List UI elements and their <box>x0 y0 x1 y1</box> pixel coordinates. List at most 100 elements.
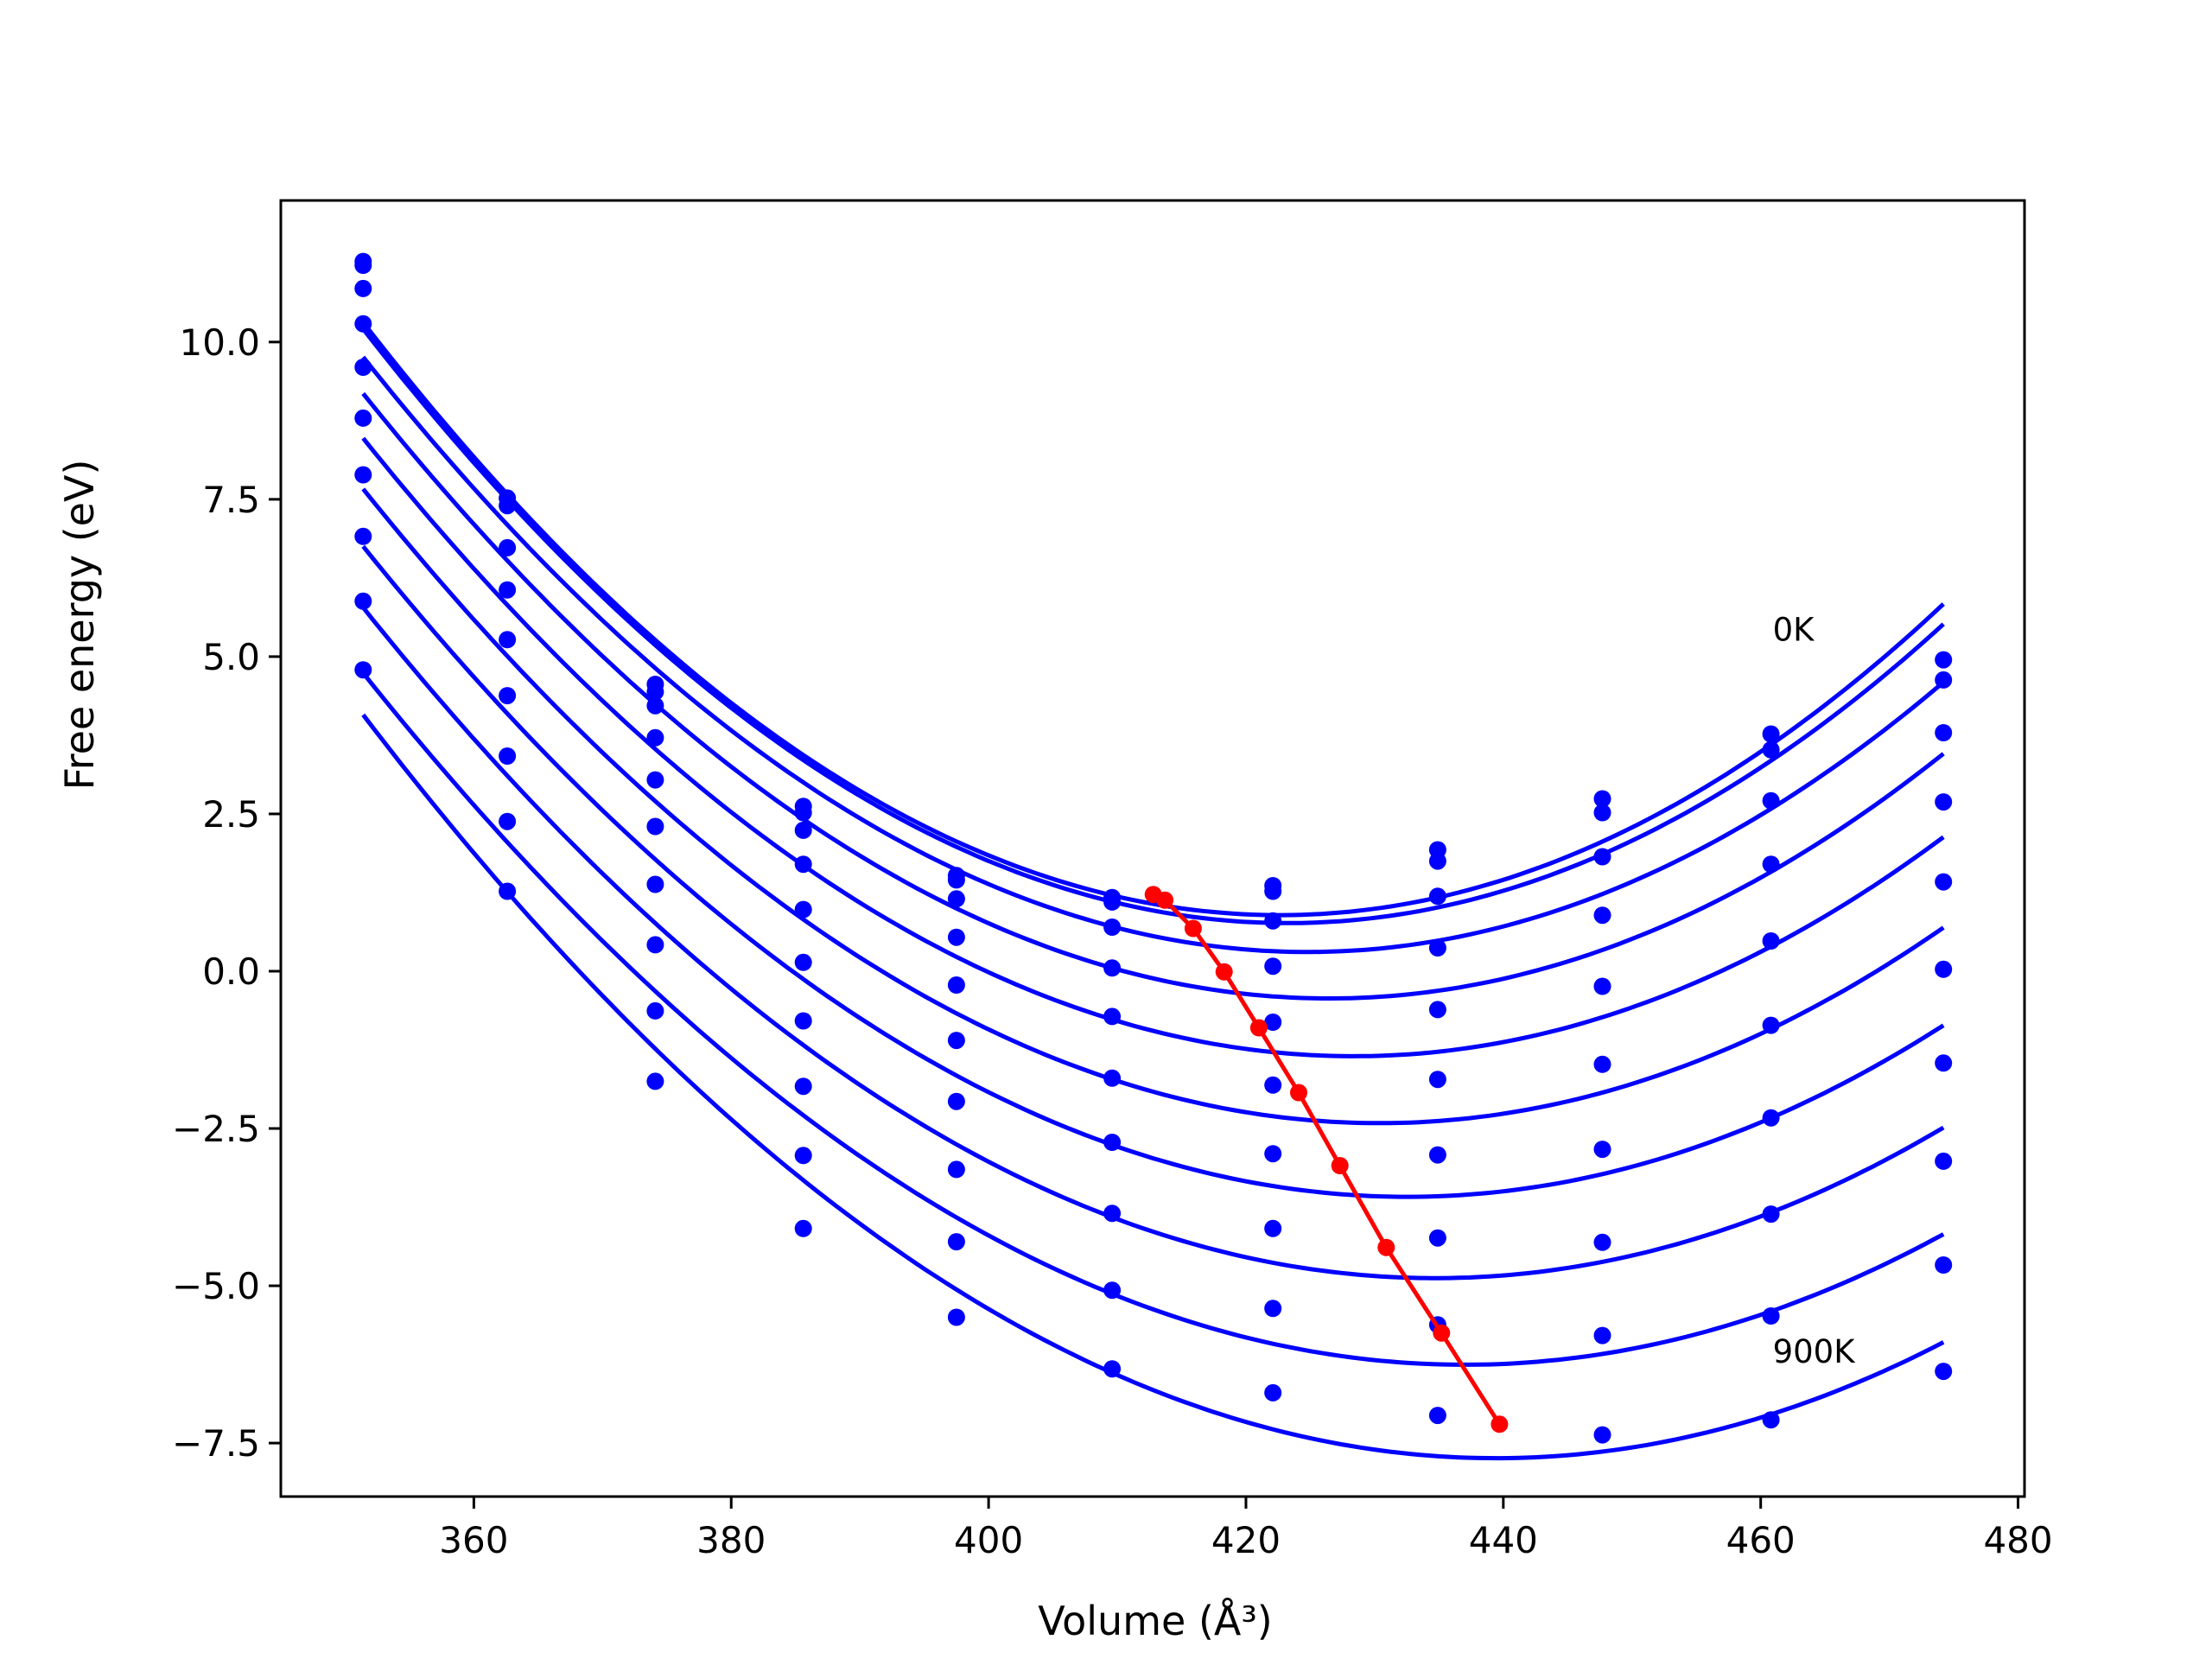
minimum-point <box>1184 919 1202 938</box>
data-point <box>1103 1069 1122 1087</box>
y-tick-label: 10.0 <box>179 321 260 364</box>
data-point <box>1428 1146 1446 1164</box>
data-point <box>1935 1054 1953 1072</box>
data-point <box>1935 793 1953 811</box>
data-point <box>1593 1055 1611 1073</box>
data-point <box>646 817 664 836</box>
x-tick-label: 360 <box>439 1519 508 1561</box>
data-point <box>1593 804 1611 822</box>
data-point <box>1264 912 1282 930</box>
data-point <box>794 821 812 839</box>
x-tick-label: 380 <box>696 1519 766 1561</box>
series-curve-5 <box>361 487 1945 1126</box>
data-point <box>499 631 517 649</box>
data-point <box>499 497 517 515</box>
data-point <box>499 747 517 765</box>
data-point <box>499 581 517 599</box>
data-point <box>794 1219 812 1237</box>
data-point <box>947 1233 965 1251</box>
x-axis-label: Volume (Å³) <box>1038 1598 1273 1644</box>
data-point <box>1762 1307 1780 1325</box>
y-tick-label: 5.0 <box>202 636 260 678</box>
y-tick-label: −7.5 <box>172 1422 260 1465</box>
data-point <box>499 812 517 830</box>
minimum-point <box>1331 1157 1349 1174</box>
annotation-label: 0K <box>1773 612 1816 649</box>
data-point <box>1428 852 1446 870</box>
data-point <box>794 1012 812 1030</box>
series-curve-2 <box>361 355 1945 955</box>
data-point <box>794 953 812 971</box>
data-point <box>646 728 664 747</box>
data-point <box>1428 939 1446 957</box>
data-point <box>1935 1152 1953 1170</box>
data-point <box>646 1072 664 1090</box>
minimum-point <box>1433 1324 1451 1342</box>
y-tick-label: 0.0 <box>202 950 260 993</box>
data-point <box>1935 960 1953 978</box>
minimum-point <box>1290 1084 1307 1102</box>
data-point <box>794 1147 812 1165</box>
data-point <box>1935 1256 1953 1274</box>
data-point <box>1264 1145 1282 1163</box>
series-curve-6 <box>361 544 1945 1199</box>
data-point <box>1264 1383 1282 1402</box>
data-point <box>1762 791 1780 810</box>
series-curve-4 <box>361 436 1945 1058</box>
data-point <box>1762 725 1780 743</box>
data-point <box>1103 918 1122 936</box>
data-point <box>1103 959 1122 977</box>
data-point <box>1593 977 1611 995</box>
data-point <box>354 592 372 610</box>
data-point <box>947 871 965 889</box>
data-point <box>354 527 372 545</box>
data-point <box>354 466 372 484</box>
x-tick-label: 420 <box>1211 1519 1281 1561</box>
data-point <box>1935 1363 1953 1381</box>
data-point <box>1264 882 1282 900</box>
data-point <box>1593 1141 1611 1159</box>
data-point <box>1264 1300 1282 1318</box>
y-tick-label: 7.5 <box>202 479 260 521</box>
data-point <box>354 661 372 679</box>
data-point <box>1264 957 1282 976</box>
axes: 360 380 400 420 440 460 480 −7.5 −5.0 −2.5 0.0 2.5 5… <box>172 199 2053 1561</box>
data-point <box>354 315 372 333</box>
data-point <box>1428 1229 1446 1247</box>
data-point <box>1762 932 1780 950</box>
y-axis-label: Free energy (eV) <box>56 460 103 791</box>
data-point <box>354 409 372 427</box>
minimum-point <box>1215 963 1233 981</box>
data-point <box>1103 1007 1122 1026</box>
data-point <box>947 1092 965 1110</box>
y-tick-label: 2.5 <box>202 793 260 836</box>
y-tick-label: −2.5 <box>172 1108 260 1150</box>
series-curve-0 <box>361 321 1945 918</box>
data-point <box>947 1160 965 1179</box>
plot-frame <box>279 199 2026 1498</box>
data-point <box>1762 1109 1780 1127</box>
data-point <box>354 279 372 297</box>
y-tick-label: −5.0 <box>172 1265 260 1307</box>
data-point <box>1428 1071 1446 1089</box>
data-point <box>1762 1016 1780 1034</box>
data-point <box>1103 1281 1122 1300</box>
data-point <box>1428 1407 1446 1425</box>
data-point <box>1103 893 1122 911</box>
data-point <box>1593 1426 1611 1444</box>
data-point <box>1593 790 1611 808</box>
series-curve-9 <box>361 713 1945 1461</box>
data-point <box>1103 1205 1122 1223</box>
data-point <box>499 687 517 705</box>
data-point <box>646 875 664 893</box>
data-point <box>1762 1411 1780 1429</box>
data-point <box>1762 741 1780 759</box>
data-point <box>1593 848 1611 866</box>
plot-area <box>354 252 1953 1461</box>
minimum-point <box>1491 1415 1509 1433</box>
data-point <box>1935 651 1953 669</box>
data-point <box>1103 1134 1122 1151</box>
data-point <box>1593 906 1611 925</box>
